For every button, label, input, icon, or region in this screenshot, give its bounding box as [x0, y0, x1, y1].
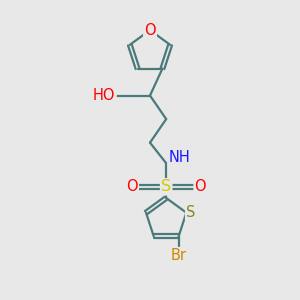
Text: NH: NH [169, 150, 190, 165]
Text: O: O [194, 179, 206, 194]
Text: O: O [126, 179, 138, 194]
Text: HO: HO [93, 88, 116, 103]
Text: Br: Br [171, 248, 187, 263]
Text: S: S [186, 205, 196, 220]
Text: O: O [144, 23, 156, 38]
Text: S: S [161, 179, 171, 194]
